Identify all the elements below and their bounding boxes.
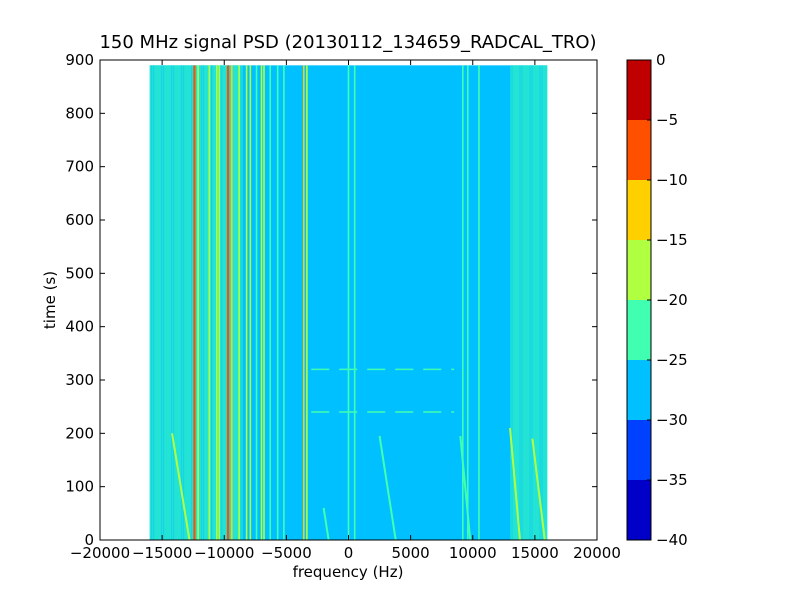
drifting-signal-trace bbox=[459, 435, 472, 541]
colorbar: −40 −35 −30 −25 −20 −15 −10 −5 0 bbox=[626, 51, 688, 549]
x-tick-label: 10000 bbox=[449, 544, 497, 562]
x-tick-label: 15000 bbox=[511, 544, 559, 562]
colorbar-segment bbox=[627, 180, 651, 240]
y-tick-label: 300 bbox=[65, 371, 94, 389]
y-tick-label: 900 bbox=[65, 51, 94, 69]
colorbar-tick-label: −35 bbox=[656, 471, 688, 489]
x-tick-label: −5000 bbox=[261, 544, 312, 562]
y-tick-label: 700 bbox=[65, 158, 94, 176]
colorbar-tick-label: 0 bbox=[656, 51, 666, 69]
colorbar-segment bbox=[627, 360, 651, 420]
colorbar-tick-label: −20 bbox=[656, 291, 688, 309]
x-tick-label: 20000 bbox=[573, 544, 621, 562]
noise-band bbox=[149, 65, 212, 540]
y-tick-label: 800 bbox=[65, 104, 94, 122]
drifting-signal-trace bbox=[509, 427, 521, 541]
colorbar-segment bbox=[627, 300, 651, 360]
colorbar-tick-label: −5 bbox=[656, 111, 678, 129]
colorbar-segment bbox=[627, 420, 651, 480]
axes: −20000 −15000 −10000 −5000 0 5000 10000 15000 20… bbox=[65, 51, 621, 562]
drifting-signal-trace bbox=[171, 433, 191, 541]
x-tick-label: −20000 bbox=[70, 544, 130, 562]
y-axis-label: time (s) bbox=[41, 271, 59, 329]
colorbar-tick-label: −40 bbox=[656, 531, 688, 549]
chart-title: 150 MHz signal PSD (20130112_134659_RADC… bbox=[99, 32, 596, 53]
drifting-signal-trace bbox=[322, 507, 330, 541]
x-axis-label: frequency (Hz) bbox=[293, 563, 404, 581]
colorbar-tick-label: −10 bbox=[656, 171, 688, 189]
noise-band bbox=[510, 65, 548, 540]
x-tick-label: 5000 bbox=[392, 544, 430, 562]
colorbar-tick-label: −25 bbox=[656, 351, 688, 369]
x-tick-label: −15000 bbox=[132, 544, 192, 562]
colorbar-tick-label: −15 bbox=[656, 231, 688, 249]
colorbar-segment bbox=[627, 480, 651, 540]
colorbar-segment bbox=[627, 120, 651, 180]
drifting-signal-trace bbox=[531, 438, 546, 541]
colorbar-segment bbox=[627, 240, 651, 300]
plot-area bbox=[149, 65, 548, 541]
y-tick-label: 0 bbox=[84, 531, 94, 549]
y-tick-label: 400 bbox=[65, 318, 94, 336]
colorbar-tick-label: −30 bbox=[656, 411, 688, 429]
x-tick-label: 0 bbox=[344, 544, 354, 562]
drifting-signal-trace bbox=[378, 435, 397, 541]
y-tick-label: 100 bbox=[65, 478, 94, 496]
colorbar-segment bbox=[627, 60, 651, 120]
x-tick-label: −10000 bbox=[194, 544, 254, 562]
y-tick-label: 600 bbox=[65, 211, 94, 229]
y-tick-label: 500 bbox=[65, 264, 94, 282]
y-tick-label: 200 bbox=[65, 424, 94, 442]
